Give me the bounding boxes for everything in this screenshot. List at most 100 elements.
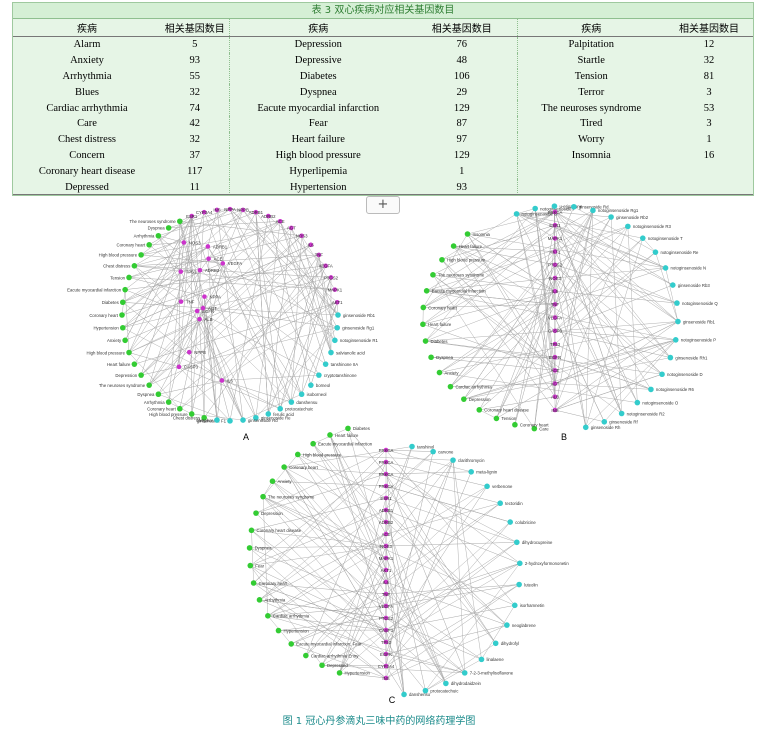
gene-node — [552, 262, 558, 268]
network-edge — [385, 545, 405, 695]
network-edge — [178, 366, 281, 409]
disease-node-label: Eacute myocardial infarction — [318, 442, 373, 447]
network-edge — [179, 221, 302, 237]
network-edge — [202, 308, 244, 421]
gene-node — [220, 261, 226, 266]
network-edge — [467, 211, 556, 235]
gene-node — [383, 543, 389, 549]
compound-node — [513, 211, 520, 217]
network-edge — [467, 233, 556, 292]
network-edge — [128, 318, 200, 353]
network-edge — [339, 497, 387, 673]
disease-node-label: The neuroses syndrome — [99, 383, 146, 388]
network-edge — [180, 216, 192, 302]
network-edge — [385, 473, 501, 504]
network-edge — [554, 211, 666, 269]
disease-cell: Coronary heart disease — [38, 165, 136, 177]
gene-count-cell: 32 — [703, 55, 715, 67]
gene-node — [552, 222, 558, 228]
network-edge — [554, 211, 612, 218]
disease-node — [464, 231, 471, 237]
gene-node-label: ADRB1 — [249, 210, 264, 215]
disease-cell: Depression — [228, 36, 407, 53]
network-edge — [158, 235, 244, 421]
gene-node — [552, 328, 558, 334]
network-edge — [585, 210, 594, 428]
gene-node — [206, 256, 211, 261]
compound-node — [517, 560, 523, 567]
gene-node — [316, 252, 322, 258]
gene-node — [552, 354, 558, 360]
network-edge — [423, 233, 468, 308]
network-edge — [312, 443, 387, 523]
disease-node — [288, 641, 295, 647]
compound-node — [675, 318, 681, 325]
network-edge — [272, 481, 387, 559]
network-edge — [610, 217, 622, 414]
network-edge — [432, 211, 556, 276]
disease-node — [476, 407, 483, 413]
network-edge — [128, 271, 181, 353]
network-edge — [141, 227, 292, 256]
network-edge — [291, 643, 387, 679]
gene-node-label: ADRB2 — [205, 268, 220, 273]
network-edge — [452, 460, 465, 673]
network-edge — [229, 215, 269, 421]
gene-node-label: PRKCA — [379, 472, 394, 477]
network-edge — [554, 216, 612, 305]
disease-cell: Palpitation — [516, 36, 665, 53]
network-edge — [385, 581, 507, 626]
disease-node-label: Arrhythmia — [265, 598, 286, 603]
network-edge — [467, 233, 666, 269]
network-edge — [259, 459, 454, 601]
expand-button[interactable]: + — [366, 196, 400, 214]
compound-node-label: ginsenoside Rh — [591, 425, 621, 430]
network-edge — [385, 461, 405, 695]
gene-node — [383, 519, 389, 525]
disease-cell: Tension — [516, 68, 665, 85]
compound-node — [430, 448, 436, 455]
gene-node — [383, 483, 389, 489]
disease-node — [119, 312, 125, 318]
disease-node-label: Chest distress — [103, 264, 130, 269]
disease-node-label: Diabetes — [353, 426, 370, 431]
compound-node-label: dihydrocupreine — [522, 540, 553, 545]
gene-node — [194, 308, 200, 314]
disease-node-label: Coronary heart — [289, 465, 318, 470]
network-edge — [134, 265, 223, 381]
network-edge — [122, 246, 209, 303]
panel-label-c: C — [389, 695, 396, 705]
compound-node — [334, 324, 341, 331]
network-edge — [140, 215, 192, 256]
network-edge — [197, 310, 319, 376]
header-disease: 疾病 — [228, 19, 407, 37]
gene-count-cell: 48 — [456, 55, 468, 67]
disease-node — [131, 361, 138, 367]
network-edge — [481, 605, 515, 660]
table-title: 表 3 双心疾病对应相关基因数目 — [13, 3, 753, 19]
network-edge — [385, 486, 488, 643]
gene-node-label: TP53 — [186, 269, 197, 274]
gene-node-label: ADRB2 — [261, 214, 276, 219]
disease-node — [447, 383, 454, 390]
network-edge — [268, 215, 312, 386]
gene-node-label: ACE — [382, 532, 391, 537]
network-edge — [554, 251, 656, 331]
gene-node-label: NPPB — [194, 350, 206, 355]
gene-node-label: AKT1 — [332, 300, 343, 305]
disease-cell — [516, 163, 665, 180]
disease-node-label: Hypertension — [283, 628, 309, 633]
network-edge — [251, 530, 254, 584]
compound-node-label: notoginsenoside T — [648, 236, 683, 241]
gene-node-label: PRKCA — [548, 210, 563, 215]
gene-node-label: ESR1 — [380, 496, 392, 501]
network-edge — [339, 569, 387, 673]
gene-node-label: ALB — [205, 317, 213, 322]
network-edge — [385, 563, 520, 607]
gene-node-label: TNF — [551, 302, 560, 307]
compound-node — [332, 337, 338, 344]
compound-node — [240, 417, 246, 423]
network-edge — [432, 274, 556, 292]
network-edge — [627, 226, 638, 403]
